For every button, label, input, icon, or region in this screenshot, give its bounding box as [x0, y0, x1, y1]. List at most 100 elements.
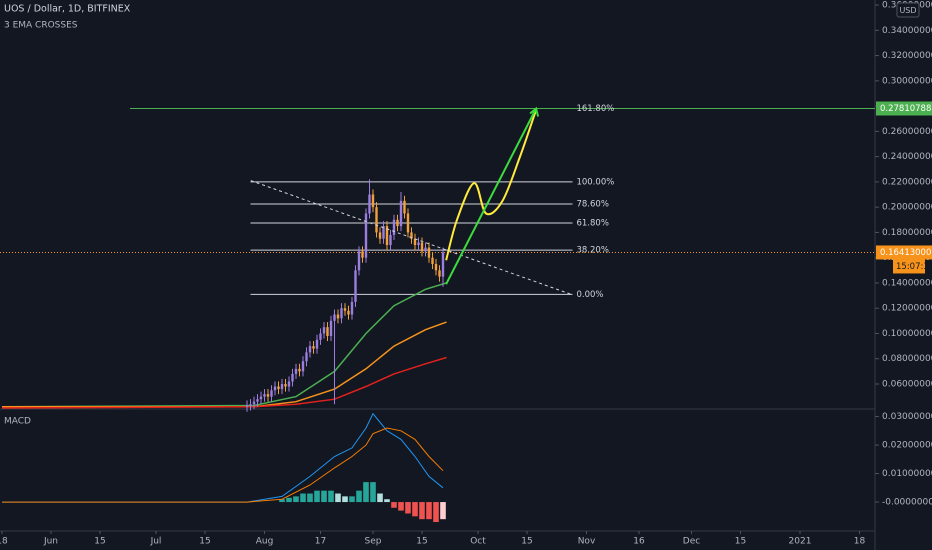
candle-body	[329, 320, 333, 336]
x-tick-label: 15	[416, 537, 427, 547]
candle-body	[424, 247, 427, 252]
y-tick-label: 0.14000000	[882, 278, 932, 288]
macd-line	[2, 412, 444, 503]
candle-body	[322, 327, 326, 334]
macd-y-tick-label: 0.02000000	[882, 441, 932, 451]
candle-body	[312, 346, 315, 349]
y-tick-label: 0.26000000	[882, 127, 932, 137]
candle-body	[266, 394, 270, 397]
fib-label: 78.60%	[576, 200, 608, 210]
x-tick-label: Nov	[578, 537, 596, 547]
x-tick-label: 15	[521, 537, 532, 547]
candle-body	[347, 310, 350, 315]
candle-body	[406, 213, 410, 233]
macd-histogram-bar	[307, 493, 313, 503]
candle-body	[287, 381, 291, 387]
trendline	[250, 180, 572, 295]
candle-body	[427, 247, 431, 258]
candle-body	[364, 213, 368, 258]
macd-histogram-bar	[412, 502, 418, 517]
candle-body	[403, 200, 406, 214]
candle-body	[252, 401, 256, 405]
macd-histogram-bar	[377, 493, 383, 503]
candle-body	[441, 252, 445, 277]
price-label: 0.16413000	[880, 248, 931, 258]
candle-body	[389, 234, 392, 246]
macd-title: MACD	[4, 417, 31, 427]
macd-histogram-bar	[440, 502, 446, 520]
price-label-box	[876, 101, 932, 116]
candle-body	[336, 314, 340, 319]
candle-body	[399, 200, 403, 227]
macd-histogram-bar	[419, 502, 425, 520]
x-tick-label: 16	[633, 537, 645, 547]
candle-body	[350, 301, 354, 315]
fib-label: 161.80%	[576, 104, 614, 114]
macd-histogram-bar	[314, 490, 320, 503]
candle-body	[277, 386, 280, 390]
currency-box[interactable]	[896, 2, 920, 18]
candle-body	[343, 308, 347, 311]
macd-histogram-bar	[335, 493, 341, 503]
y-tick-label: 0.24000000	[882, 152, 932, 162]
y-tick-label: 0.06000000	[882, 380, 932, 390]
fib-label: 38.20%	[576, 246, 608, 256]
candle-body	[249, 404, 252, 406]
price-label: 0.27810788	[880, 104, 931, 114]
y-tick-label: 0.10000000	[882, 329, 932, 339]
x-tick-label: 15	[94, 537, 105, 547]
candle-body	[413, 238, 417, 246]
candle-body	[417, 242, 420, 246]
y-tick-label: 0.22000000	[882, 177, 932, 187]
macd-histogram-bar	[363, 482, 369, 503]
macd-histogram-bar	[342, 496, 348, 503]
candle-body	[438, 270, 441, 277]
macd-histogram-bar	[300, 493, 306, 503]
fib-label: 61.80%	[576, 218, 608, 228]
macd-histogram-bar	[286, 497, 292, 503]
candle-body	[371, 194, 375, 208]
macd-histogram-bar	[293, 496, 299, 503]
candle-body	[245, 405, 249, 407]
countdown-box	[893, 259, 925, 274]
candle-body	[319, 333, 322, 340]
x-tick-label: Aug	[256, 537, 274, 547]
macd-histogram-bar	[349, 496, 355, 503]
candle-body	[361, 251, 364, 258]
projection-curve	[445, 109, 538, 261]
x-tick-label: Dec	[683, 537, 700, 547]
y-tick-label: 0.34000000	[882, 26, 932, 36]
chart-title: UOS / Dollar, 1D, BITFINEX	[4, 4, 131, 15]
x-tick-label: 18	[0, 537, 8, 547]
macd-histogram-bar	[426, 502, 432, 520]
candle-body	[284, 384, 287, 387]
candle-body	[420, 242, 424, 252]
candle-body	[291, 373, 294, 382]
fib-label: 100.00%	[576, 177, 614, 187]
macd-histogram-bar	[405, 502, 411, 514]
x-tick-label: 2021	[789, 537, 812, 547]
macd-histogram-bar	[384, 499, 390, 503]
currency: USD	[899, 6, 916, 15]
x-tick-label: 15	[199, 537, 210, 547]
candle-body	[263, 394, 266, 397]
arrow-head	[529, 106, 540, 117]
x-tick-label: 15	[735, 537, 746, 547]
macd-histogram-bar	[321, 490, 327, 503]
x-tick-label: 18	[854, 537, 866, 547]
candle-body	[434, 264, 438, 271]
x-tick-label: Oct	[470, 537, 486, 547]
candle-body	[298, 368, 301, 372]
candle-body	[333, 314, 336, 321]
target-arrow	[445, 108, 537, 285]
y-tick-label: 0.18000000	[882, 228, 932, 238]
candle-body	[326, 327, 329, 336]
candle-body	[294, 368, 298, 374]
countdown: 15:07:35	[896, 262, 932, 272]
macd-histogram-bar	[279, 499, 285, 503]
y-tick-label: 0.30000000	[882, 76, 932, 86]
candle-body	[270, 390, 273, 397]
macd-y-tick-label: 0.03000000	[882, 412, 932, 422]
